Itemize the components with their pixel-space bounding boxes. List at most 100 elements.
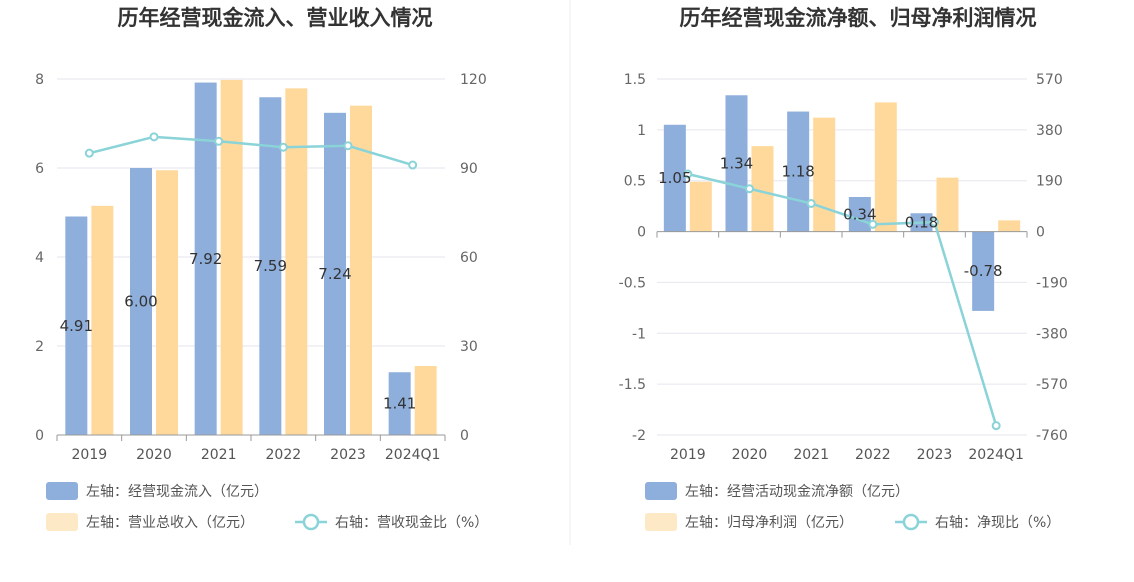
chart-title: 历年经营现金流入、营业收入情况 — [118, 6, 433, 30]
bar-primary — [388, 372, 411, 435]
x-axis-tick: 2021 — [201, 447, 237, 463]
bar-secondary — [998, 220, 1021, 232]
bar-primary — [663, 124, 686, 232]
bar-primary — [130, 168, 152, 435]
data-label: 7.92 — [189, 250, 222, 268]
x-axis-tick: 2022 — [855, 447, 891, 463]
series-line — [89, 135, 414, 167]
data-label: 1.18 — [781, 163, 814, 181]
legend-swatch — [46, 482, 78, 500]
line-point — [806, 198, 816, 208]
right-axis-tick: -570 — [1036, 377, 1068, 393]
line-point — [991, 421, 1001, 431]
line-point — [745, 184, 754, 194]
line-point — [214, 136, 224, 146]
right-axis-tick: 380 — [1036, 123, 1063, 139]
data-label: 4.91 — [60, 317, 93, 335]
bar-secondary — [350, 105, 372, 435]
right-axis-tick: 90 — [460, 161, 478, 177]
chart-title: 历年经营现金流净额、归母净利润情况 — [680, 6, 1037, 30]
left-axis-tick: -1 — [632, 326, 646, 342]
x-axis-tick: 2021 — [793, 447, 829, 463]
right-axis-tick: -380 — [1036, 326, 1068, 342]
right-axis-tick: -190 — [1036, 275, 1068, 291]
left-axis-tick: 8 — [35, 72, 44, 88]
left-axis-tick: 0 — [637, 225, 646, 241]
x-axis-tick: 2023 — [330, 447, 366, 463]
x-axis-tick: 2024Q1 — [385, 447, 441, 463]
right-axis-tick: 190 — [1036, 174, 1063, 190]
bar-primary — [259, 97, 282, 436]
bar-secondary — [813, 117, 836, 232]
right-axis-tick: 570 — [1036, 72, 1063, 88]
data-label: -0.78 — [964, 262, 1003, 280]
data-label: 7.59 — [254, 257, 287, 275]
legend-label: 左轴：经营现金流入（亿元） — [86, 484, 268, 500]
bar-secondary — [874, 102, 897, 232]
bar-primary — [194, 82, 217, 435]
series-line — [687, 172, 998, 426]
left-axis-tick: -2 — [632, 428, 646, 444]
bar-secondary — [414, 366, 437, 435]
x-axis-tick: 2022 — [266, 447, 302, 463]
legend-label: 右轴：营收现金比（%） — [335, 515, 488, 531]
left-axis-tick: 0.5 — [624, 174, 646, 190]
line-point — [683, 169, 693, 179]
chart-panel-2: 历年经营现金流净额、归母净利润情况 -2 -1.5 -1 -0.5 0 0.5 1 1.5 -76… — [619, 6, 1068, 531]
x-axis-tick: 2023 — [917, 447, 953, 463]
left-axis-tick: -1.5 — [619, 377, 646, 393]
data-label: 6.00 — [124, 293, 157, 311]
data-label: 1.41 — [383, 395, 416, 413]
data-label: 0.34 — [843, 205, 876, 223]
right-axis-tick: 120 — [460, 72, 487, 88]
bar-secondary — [91, 205, 114, 435]
data-label: 1.34 — [720, 154, 753, 172]
line-point — [343, 141, 353, 151]
right-axis-tick: 30 — [460, 339, 478, 355]
chart-panel-1: 历年经营现金流入、营业收入情况 0 2 4 6 8 0 30 60 90 120 2019 2020 20… — [35, 6, 488, 531]
bar-secondary — [156, 170, 178, 435]
x-axis-tick: 2020 — [732, 447, 768, 463]
data-label: 1.05 — [658, 169, 691, 187]
legend-swatch — [645, 482, 677, 500]
right-axis-tick: 0 — [460, 428, 469, 444]
legend-label: 左轴：经营活动现金流净额（亿元） — [685, 484, 909, 500]
bar-secondary — [689, 181, 712, 232]
data-label: 7.24 — [318, 265, 351, 283]
line-point — [84, 148, 94, 158]
left-axis-tick: 0 — [35, 428, 44, 444]
left-axis-tick: 6 — [35, 161, 44, 177]
x-axis-tick: 2019 — [72, 447, 108, 463]
left-axis-tick: 4 — [35, 250, 44, 266]
line-point — [868, 219, 878, 229]
x-axis-tick: 2019 — [670, 447, 706, 463]
bar-secondary — [936, 177, 959, 232]
bar-secondary — [751, 146, 774, 232]
data-label: 0.18 — [905, 213, 938, 231]
legend-swatch-marker — [302, 513, 320, 531]
x-axis-tick: 2024Q1 — [968, 447, 1024, 463]
line-point — [930, 217, 939, 227]
x-axis-tick: 2020 — [136, 447, 172, 463]
left-axis-tick: 1.5 — [624, 72, 646, 88]
line-point — [278, 142, 288, 152]
bar-secondary — [285, 88, 308, 435]
line-point — [149, 132, 159, 142]
right-axis-tick: 0 — [1036, 225, 1045, 241]
left-axis-tick: -0.5 — [619, 275, 646, 291]
legend-swatch — [645, 513, 677, 531]
legend-swatch — [46, 513, 78, 531]
legend-label: 左轴：归母净利润（亿元） — [685, 514, 853, 531]
legend-label: 左轴：营业总收入（亿元） — [86, 515, 254, 531]
bar-primary — [65, 216, 88, 435]
right-axis-tick: 60 — [460, 250, 478, 266]
left-axis-tick: 2 — [35, 339, 44, 355]
legend-swatch-marker — [902, 513, 920, 531]
bar-primary — [725, 95, 748, 232]
bar-primary — [972, 231, 995, 311]
bar-secondary — [220, 79, 243, 435]
right-axis-tick: -760 — [1036, 428, 1068, 444]
legend-label: 右轴：净现比（%） — [935, 515, 1060, 531]
